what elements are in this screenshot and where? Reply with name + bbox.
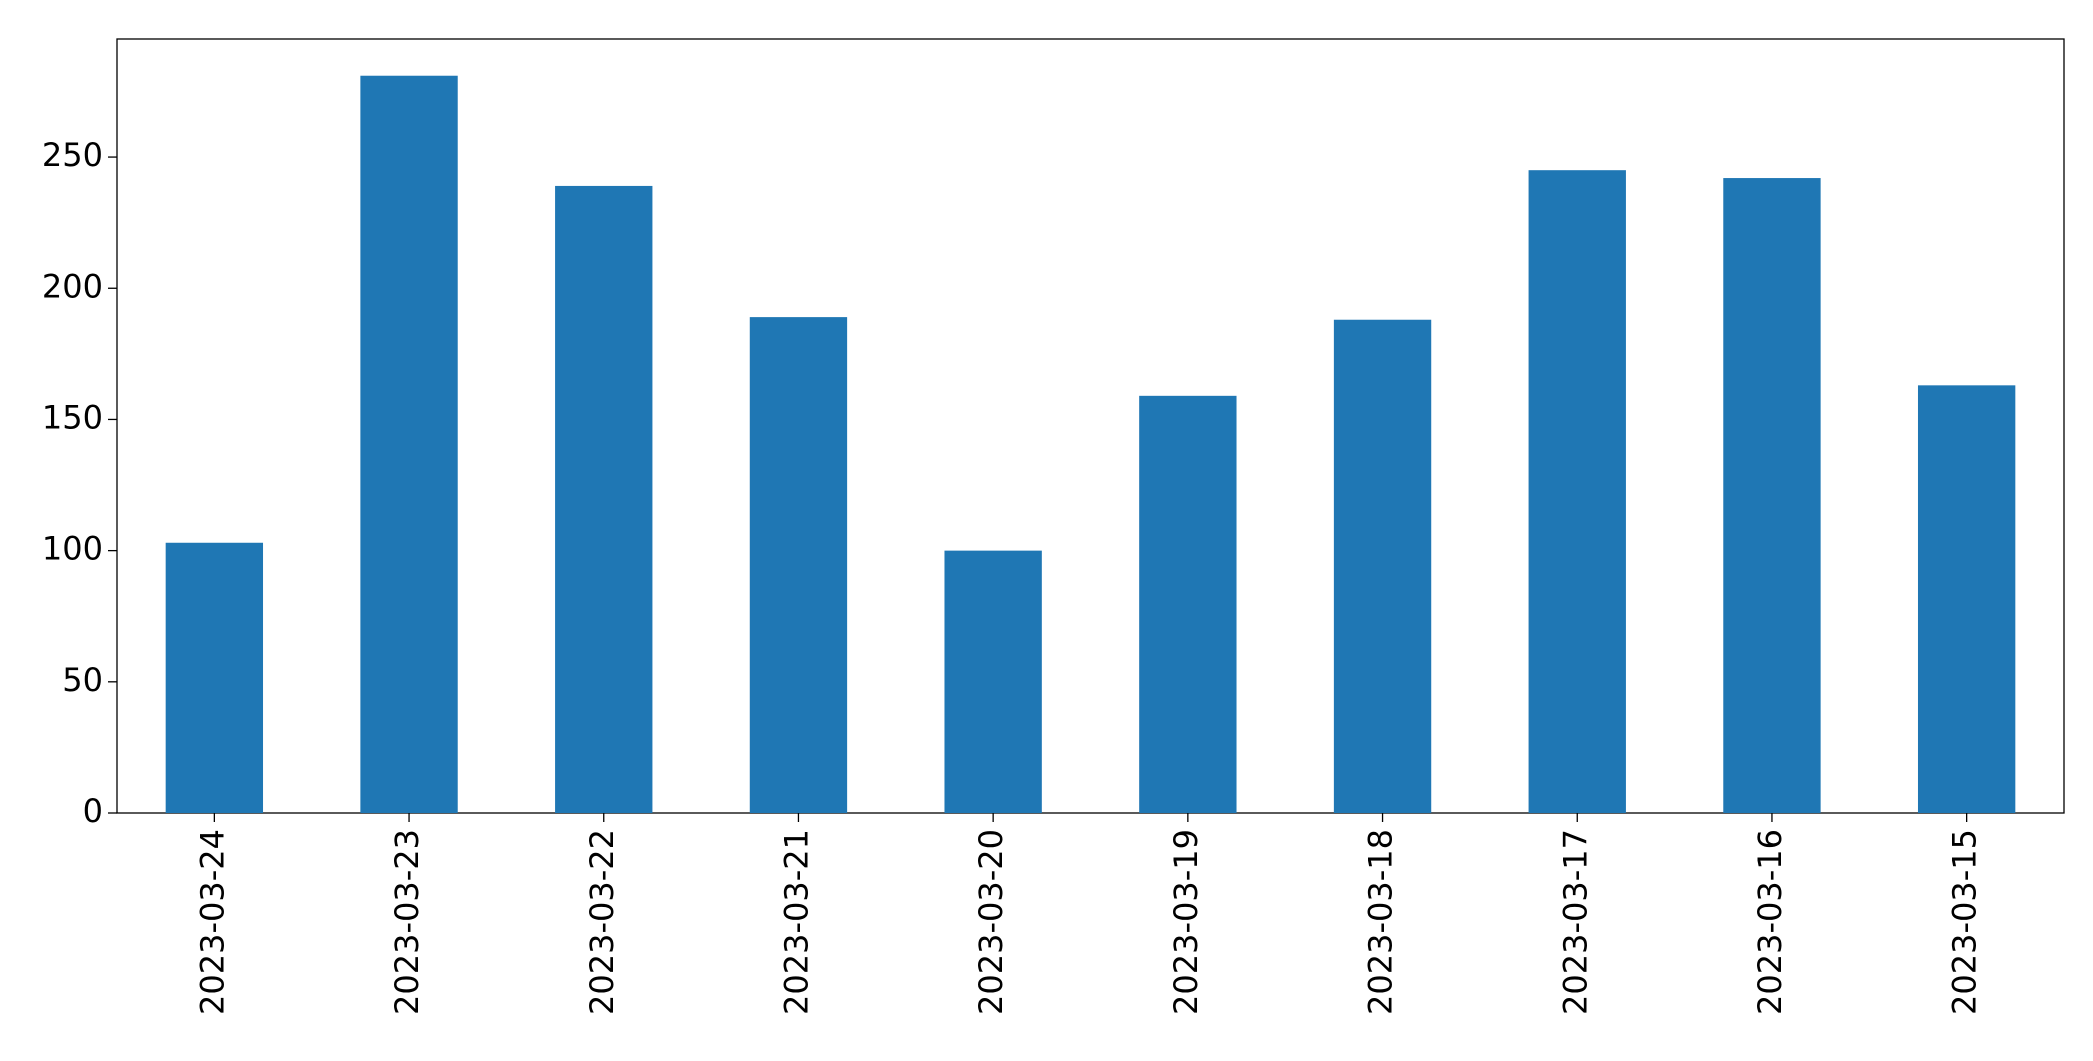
bar bbox=[165, 542, 264, 813]
bar bbox=[555, 185, 653, 813]
bar bbox=[360, 75, 458, 814]
y-tick-label: 100 bbox=[42, 530, 103, 568]
y-tick-label: 0 bbox=[83, 792, 103, 830]
bar bbox=[1139, 395, 1237, 813]
bar bbox=[1723, 178, 1821, 814]
x-tick-label: 2023-03-20 bbox=[972, 829, 1010, 1015]
x-tick-label: 2023-03-24 bbox=[193, 829, 231, 1015]
y-tick-label: 200 bbox=[42, 267, 103, 305]
y-tick-label: 250 bbox=[42, 136, 103, 174]
plot-frame bbox=[116, 38, 2065, 814]
x-tick-label: 2023-03-21 bbox=[777, 829, 815, 1015]
bar bbox=[749, 317, 848, 813]
y-tick-label: 150 bbox=[42, 398, 103, 436]
bar bbox=[1333, 319, 1432, 813]
x-tick-label: 2023-03-22 bbox=[583, 829, 621, 1015]
bar bbox=[1528, 170, 1626, 813]
x-tick-label: 2023-03-15 bbox=[1946, 829, 1984, 1015]
x-tick-label: 2023-03-18 bbox=[1362, 829, 1400, 1015]
bar bbox=[944, 550, 1042, 813]
bar bbox=[1917, 385, 2016, 813]
x-tick-label: 2023-03-19 bbox=[1167, 829, 1205, 1015]
y-tick-label: 50 bbox=[62, 661, 103, 699]
x-tick-label: 2023-03-17 bbox=[1556, 829, 1594, 1015]
x-tick-label: 2023-03-23 bbox=[388, 829, 426, 1015]
x-tick-label: 2023-03-16 bbox=[1751, 829, 1789, 1015]
